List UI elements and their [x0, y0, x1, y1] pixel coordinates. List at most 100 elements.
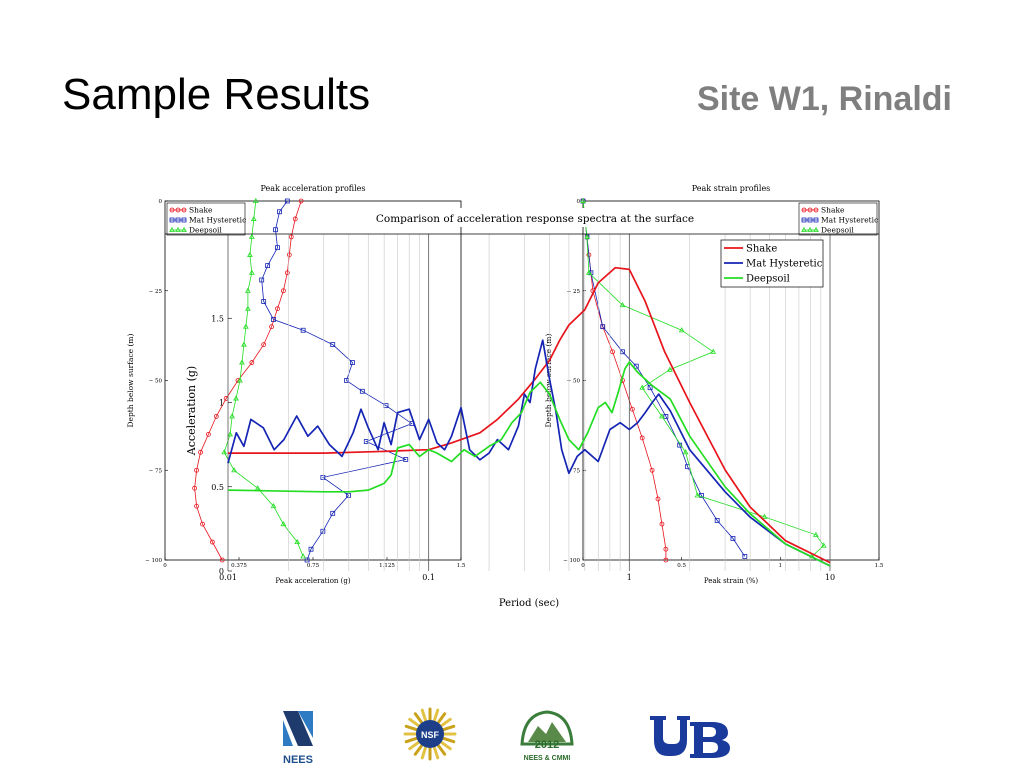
right-legend-marker [813, 217, 819, 223]
left-data-point [304, 557, 310, 563]
right-data-point [663, 557, 669, 563]
spectra-xtick-label: 0.1 [422, 573, 435, 582]
nsf-logo-ray [438, 717, 452, 729]
nsf-logo-ray [404, 724, 421, 732]
left-data-point [198, 449, 203, 455]
right-panel-title: Peak strain profiles [692, 184, 771, 193]
nsf-logo-ray [435, 742, 447, 756]
left-ytick-label: − 75 [149, 468, 163, 474]
left-legend-marker [175, 217, 181, 223]
left-data-point [244, 287, 251, 293]
left-panel-xlabel: Peak acceleration (g) [275, 577, 350, 585]
nees-cmmi-logo: 2012 NEES & CMMI [520, 710, 574, 762]
right-profile-panel: 0 0.5 1 1.5 0 − 25 − 50 − 75 − 100 Peak strain pr… [544, 184, 884, 585]
nsf-logo-ray [408, 717, 422, 729]
right-series-line [582, 200, 746, 557]
logo-strip: NEES NSF 2012 NEES & CMMI [283, 707, 730, 766]
spectra-series-deepsoil [227, 361, 831, 567]
left-data-point [320, 528, 326, 534]
left-data-point [261, 299, 267, 304]
left-profile-panel: 0 0.375 0.75 1.125 1.5 0 − 25 − 50 − 75 − 100 Peak… [126, 184, 466, 585]
left-data-point [219, 557, 225, 563]
left-xtick-label: 0 [163, 563, 167, 569]
left-data-point [243, 323, 249, 329]
slide-title: Sample Results [62, 70, 371, 119]
left-data-point [265, 263, 271, 269]
left-series-mat-hysteretic [259, 198, 415, 563]
spectra-xtick-label: 10 [825, 573, 835, 582]
nees-logo-mark-side [283, 720, 293, 746]
left-data-point [359, 388, 365, 394]
left-data-point [288, 234, 294, 240]
right-data-point [699, 492, 704, 498]
nsf-logo-ray [435, 712, 447, 726]
left-panel-frame [164, 200, 462, 561]
right-xtick-label: 1.5 [875, 563, 884, 569]
ub-logo-u [650, 716, 690, 756]
right-data-point [629, 406, 635, 412]
left-data-point [286, 252, 292, 258]
left-data-point [280, 520, 287, 527]
nees-cmmi-logo-label: NEES & CMMI [524, 755, 571, 762]
nsf-logo-ray [420, 708, 428, 725]
left-series-deepsoil [221, 197, 307, 559]
left-legend-label: Deepsoil [189, 226, 222, 235]
left-legend-marker [181, 217, 187, 223]
right-data-point [610, 349, 615, 355]
right-data-point [580, 197, 586, 204]
spectra-ytick-label: 0 [219, 567, 224, 576]
right-data-point [663, 413, 669, 419]
left-xtick-label: 0.375 [231, 563, 247, 569]
right-data-point [619, 301, 626, 308]
spectra-ylabel: Acceleration (g) [185, 366, 198, 456]
left-data-point [248, 269, 255, 275]
nsf-logo-ray [439, 736, 456, 744]
left-data-point [275, 306, 280, 312]
left-data-point [280, 288, 286, 294]
nsf-logo-label: NSF [421, 730, 440, 740]
right-legend-marker [813, 207, 819, 213]
right-ytick-label: − 100 [563, 558, 580, 564]
left-data-point [284, 270, 290, 276]
nsf-logo-ray [408, 739, 422, 751]
right-data-point [820, 542, 827, 548]
right-data-point [678, 327, 685, 333]
left-ytick-label: 0 [159, 199, 163, 205]
nsf-logo: NSF [403, 707, 457, 761]
right-data-point [586, 269, 592, 275]
left-data-point [237, 377, 243, 383]
right-data-point [633, 363, 639, 369]
left-legend-marker [181, 226, 187, 233]
right-xtick-label: 0 [581, 563, 585, 569]
right-ytick-label: − 25 [567, 289, 581, 295]
left-data-point [213, 413, 219, 419]
left-data-point [330, 510, 336, 516]
left-legend-marker [169, 226, 175, 233]
right-data-point [694, 492, 701, 498]
nsf-logo-ray [439, 724, 456, 732]
left-data-point [292, 216, 298, 222]
right-data-point [812, 531, 819, 537]
right-ytick-label: − 50 [567, 379, 581, 385]
left-data-point [200, 521, 205, 527]
nees-cmmi-logo-mountain [528, 722, 566, 742]
right-panel-ylabel: Depth below surface (m) [544, 333, 553, 427]
left-data-point [277, 209, 282, 215]
slide-subtitle: Site W1, Rinaldi [696, 80, 952, 118]
right-legend-label: Shake [821, 206, 845, 215]
nsf-logo-ray [404, 736, 421, 744]
right-xtick-label: 0.5 [677, 563, 686, 569]
nsf-logo-ray [438, 739, 452, 751]
left-series-line [261, 200, 413, 561]
spectra-title-band [355, 208, 685, 227]
right-data-point [584, 233, 590, 239]
left-legend-marker [169, 217, 175, 223]
spectra-legend-label: Mat Hysteretic [746, 259, 823, 270]
figure: 0 0.375 0.75 1.125 1.5 0 − 25 − 50 − 75 − 100 Peak… [126, 184, 884, 609]
spectra-legend: Shake Mat Hysteretic Deepsoil [720, 239, 824, 288]
left-ytick-label: − 25 [149, 289, 163, 295]
nsf-logo-ray [420, 743, 428, 760]
right-xtick-label: 1 [779, 563, 783, 569]
